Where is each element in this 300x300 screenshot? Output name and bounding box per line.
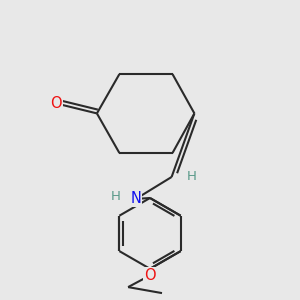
Text: N: N [130, 191, 141, 206]
Text: O: O [144, 268, 156, 283]
Text: H: H [111, 190, 120, 203]
Text: H: H [187, 169, 196, 183]
Text: O: O [51, 96, 62, 111]
